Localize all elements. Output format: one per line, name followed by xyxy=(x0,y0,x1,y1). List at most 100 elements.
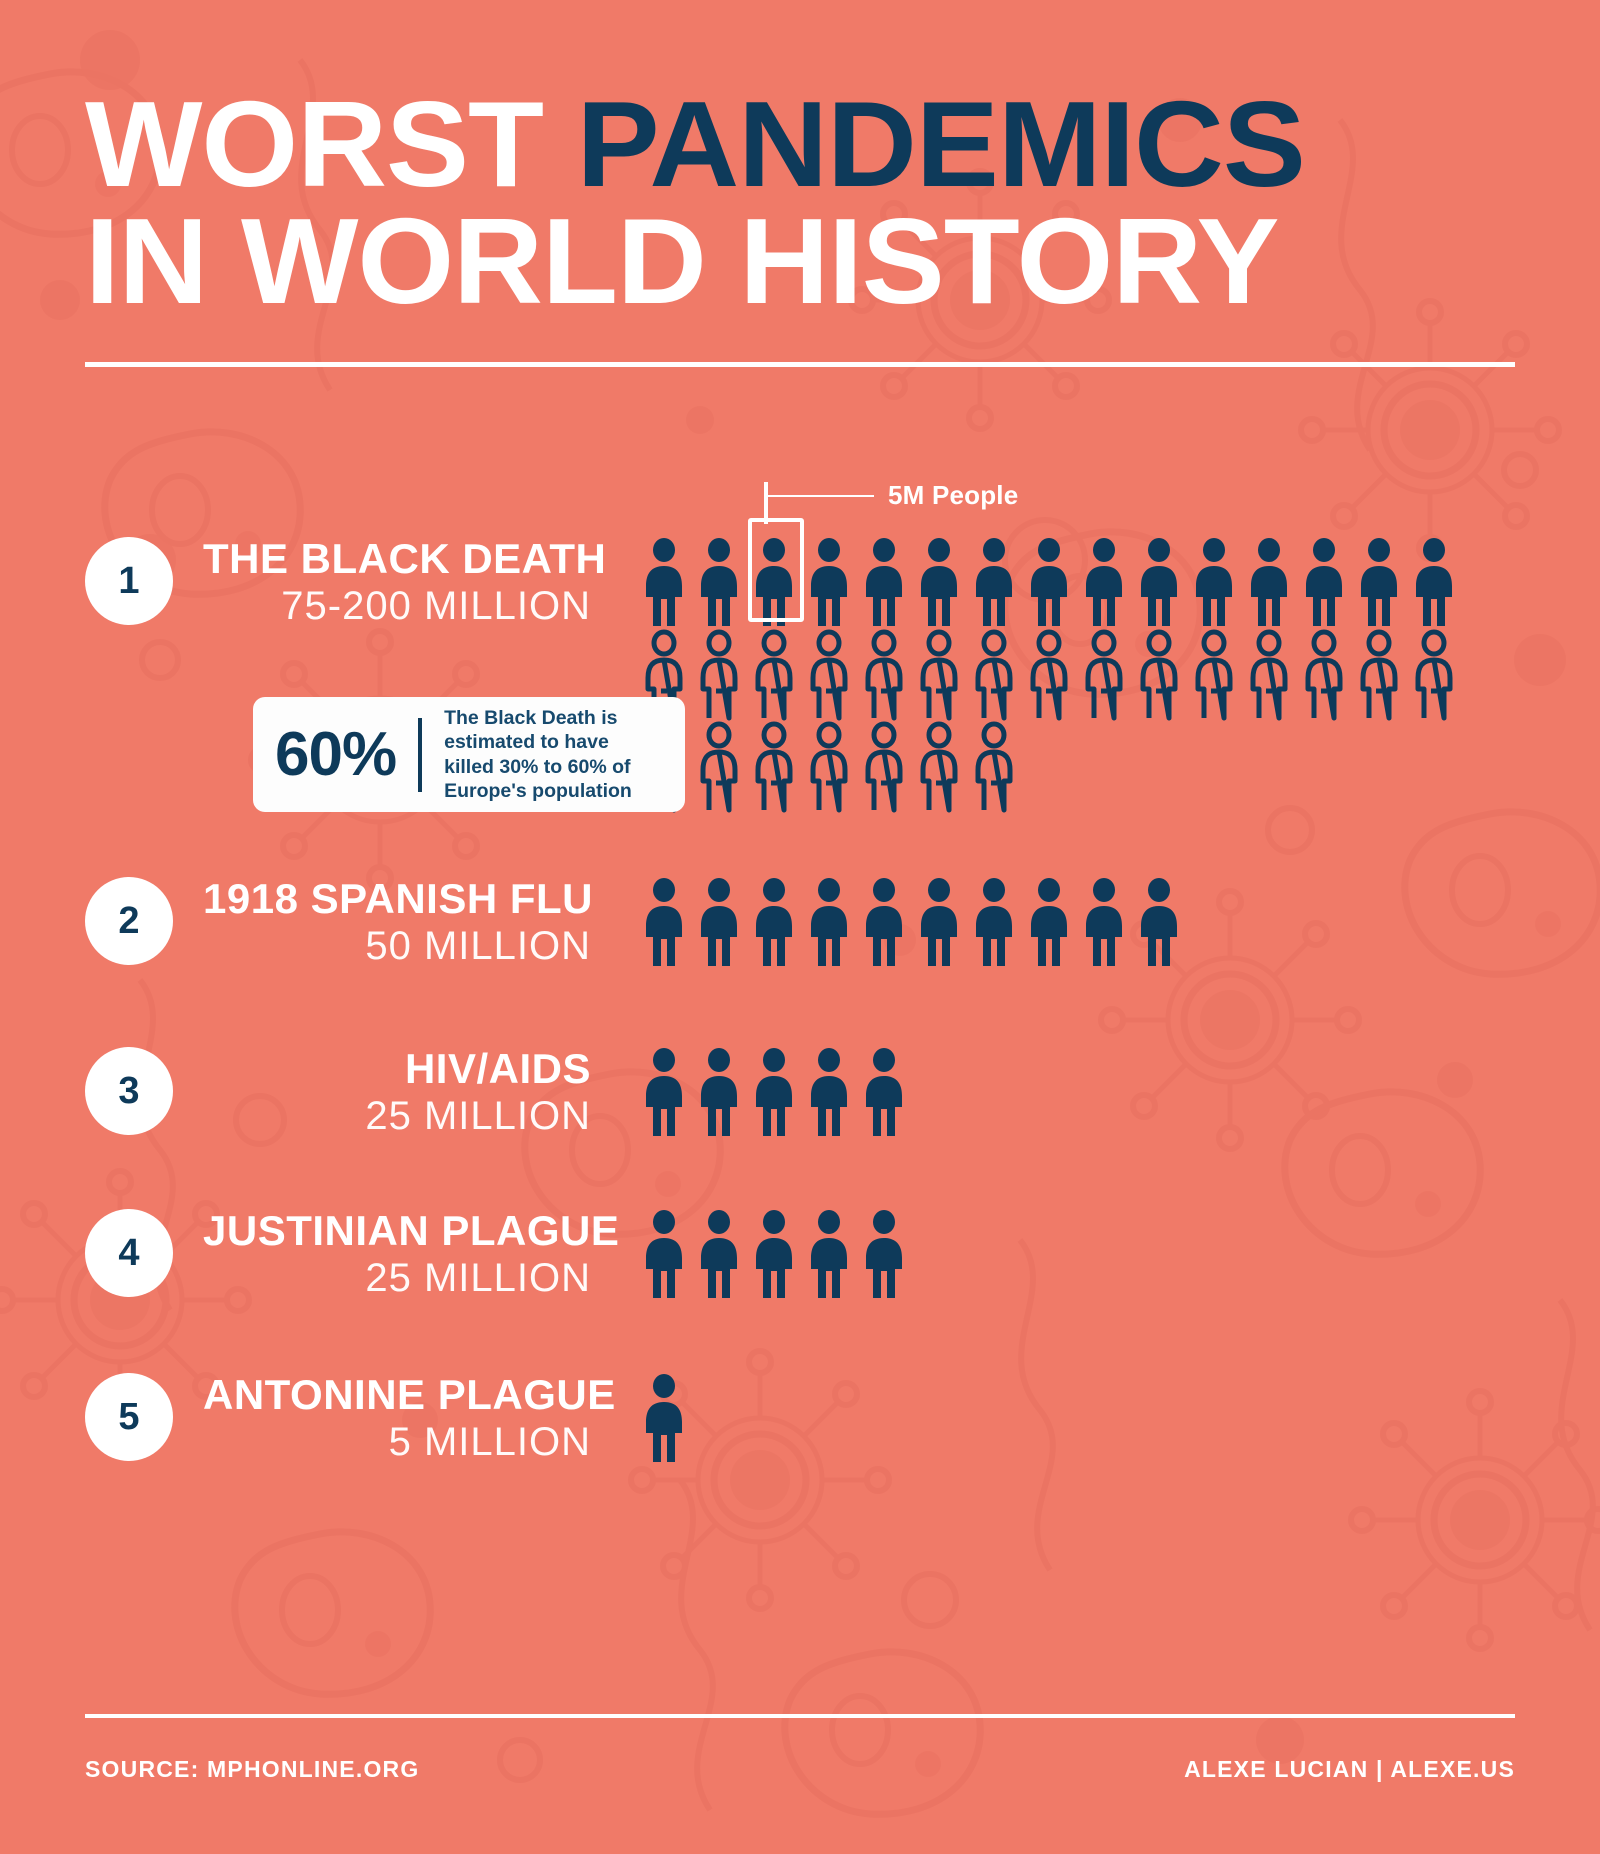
pandemic-row: 2 1918 SPANISH FLU 50 MILLION xyxy=(85,877,1515,969)
person-icon-filled xyxy=(866,1048,902,1137)
footer-credit: ALEXE LUCIAN | ALEXE.US xyxy=(1184,1756,1515,1782)
pandemic-death-toll: 50 MILLION xyxy=(365,924,591,969)
row-text: JUSTINIAN PLAGUE 25 MILLION xyxy=(203,1207,620,1301)
person-icon-outline xyxy=(810,629,848,721)
pictogram-line xyxy=(637,1209,1515,1301)
legend-callout-stem xyxy=(764,482,768,524)
pandemic-name: THE BLACK DEATH xyxy=(203,535,607,583)
fact-line-1: The Black Death is xyxy=(444,707,618,730)
person-icon-filled xyxy=(976,878,1012,967)
title-line-2: IN WORLD HISTORY xyxy=(85,193,1280,330)
person-icon-outline xyxy=(920,629,958,721)
row-text: THE BLACK DEATH 75-200 MILLION xyxy=(203,535,607,629)
pictogram-line xyxy=(637,1047,1515,1139)
title-word-pandemics: PANDEMICS xyxy=(576,76,1306,212)
title-line-1: WORST PANDEMICS xyxy=(85,83,1544,205)
pandemic-row: 4 JUSTINIAN PLAGUE 25 MILLION xyxy=(85,1209,1515,1301)
person-icon-filled xyxy=(921,878,957,967)
person-icon-filled xyxy=(1251,538,1287,627)
pictogram-group xyxy=(637,1373,1515,1465)
pictogram-line xyxy=(637,629,1515,721)
rank-badge: 1 xyxy=(85,537,173,626)
pandemic-death-toll: 5 MILLION xyxy=(388,1420,591,1465)
person-icon-filled xyxy=(1031,878,1067,967)
person-icon-filled xyxy=(756,878,792,967)
person-icon-outline xyxy=(1360,629,1398,721)
person-icon-filled xyxy=(1361,538,1397,627)
pictogram-line xyxy=(637,877,1515,969)
person-icon-filled xyxy=(1416,538,1452,627)
person-icon-filled xyxy=(811,878,847,967)
pandemic-name: 1918 SPANISH FLU xyxy=(203,875,593,923)
person-icon-outline xyxy=(1250,629,1288,721)
pandemic-name: HIV/AIDS xyxy=(404,1045,591,1093)
person-icon-filled xyxy=(866,538,902,627)
person-icon-outline xyxy=(975,721,1013,813)
rank-badge: 2 xyxy=(85,877,173,966)
footer-source: SOURCE: MPHONLINE.ORG xyxy=(85,1756,420,1782)
legend-callout: 5M People xyxy=(764,480,1018,511)
person-icon-filled xyxy=(701,878,737,967)
person-icon-filled xyxy=(646,1048,682,1137)
pandemic-name: ANTONINE PLAGUE xyxy=(203,1371,616,1419)
title-divider xyxy=(85,362,1515,368)
footer-divider xyxy=(85,1714,1515,1718)
person-icon-filled xyxy=(646,878,682,967)
pandemic-row: 5 ANTONINE PLAGUE 5 MILLION xyxy=(85,1373,1515,1465)
person-icon-filled xyxy=(1306,538,1342,627)
person-icon-filled xyxy=(811,1048,847,1137)
rank-badge: 4 xyxy=(85,1209,173,1298)
row-text: HIV/AIDS 25 MILLION xyxy=(203,1047,603,1139)
fact-description: The Black Death is estimated to have kil… xyxy=(444,706,632,803)
pandemic-death-toll: 25 MILLION xyxy=(365,1256,591,1301)
fact-divider xyxy=(418,717,423,792)
fact-percent: 60% xyxy=(275,719,397,789)
pictogram-group xyxy=(637,1047,1515,1139)
footer: SOURCE: MPHONLINE.ORG ALEXE LUCIAN | ALE… xyxy=(85,1756,1515,1783)
person-icon-filled xyxy=(921,538,957,627)
person-icon-filled xyxy=(701,1210,737,1299)
person-icon-filled xyxy=(976,538,1012,627)
fact-line-4: Europe's population xyxy=(444,779,632,802)
pictogram-group xyxy=(637,1209,1515,1301)
rank-badge: 5 xyxy=(85,1373,173,1462)
person-icon-filled xyxy=(701,538,737,627)
person-icon-filled xyxy=(866,878,902,967)
pictogram-group xyxy=(637,877,1515,969)
person-icon-filled xyxy=(811,1210,847,1299)
legend-callout-line xyxy=(764,494,874,497)
person-icon-outline xyxy=(700,721,738,813)
person-icon-filled xyxy=(1141,878,1177,967)
person-icon-outline xyxy=(1415,629,1453,721)
fact-line-2: estimated to have xyxy=(444,731,609,754)
person-icon-filled xyxy=(756,1210,792,1299)
person-icon-filled xyxy=(756,1048,792,1137)
person-icon-outline xyxy=(700,629,738,721)
person-icon-filled xyxy=(756,538,792,627)
rank-badge: 3 xyxy=(85,1047,173,1136)
person-icon-outline xyxy=(755,629,793,721)
pictogram-line xyxy=(637,1373,1515,1465)
row-text: ANTONINE PLAGUE 5 MILLION xyxy=(203,1371,616,1465)
person-icon-filled xyxy=(1196,538,1232,627)
pandemic-death-toll: 75-200 MILLION xyxy=(281,584,591,629)
person-icon-outline xyxy=(645,629,683,721)
fact-line-3: killed 30% to 60% of xyxy=(444,755,631,778)
person-icon-filled xyxy=(866,1210,902,1299)
pandemic-name: JUSTINIAN PLAGUE xyxy=(203,1207,620,1255)
person-icon-outline xyxy=(1140,629,1178,721)
person-icon-filled xyxy=(646,1210,682,1299)
row-text: 1918 SPANISH FLU 50 MILLION xyxy=(203,877,603,969)
person-icon-outline xyxy=(1030,629,1068,721)
title-word-worst: WORST xyxy=(85,76,544,212)
person-icon-outline xyxy=(865,721,903,813)
pandemic-row: 3 HIV/AIDS 25 MILLION xyxy=(85,1047,1515,1139)
title-block: WORST PANDEMICS IN WORLD HISTORY xyxy=(85,0,1515,368)
pictogram-line xyxy=(637,721,1515,813)
person-icon-outline xyxy=(1085,629,1123,721)
person-icon-outline xyxy=(1195,629,1233,721)
person-icon-filled xyxy=(646,538,682,627)
legend-label: 5M People xyxy=(888,480,1019,510)
person-icon-filled xyxy=(701,1048,737,1137)
